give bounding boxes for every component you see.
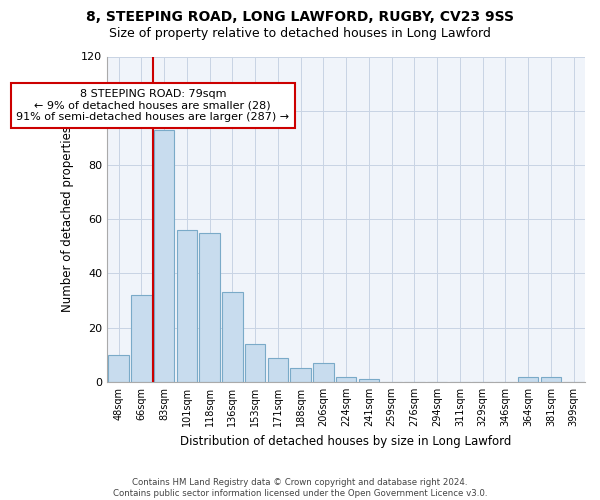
Text: 8, STEEPING ROAD, LONG LAWFORD, RUGBY, CV23 9SS: 8, STEEPING ROAD, LONG LAWFORD, RUGBY, C… bbox=[86, 10, 514, 24]
Bar bbox=[541, 376, 561, 382]
Bar bbox=[222, 292, 242, 382]
Bar bbox=[109, 355, 129, 382]
Bar bbox=[131, 295, 152, 382]
Bar bbox=[176, 230, 197, 382]
Bar bbox=[336, 376, 356, 382]
Y-axis label: Number of detached properties: Number of detached properties bbox=[61, 126, 74, 312]
Bar bbox=[245, 344, 265, 382]
Bar bbox=[290, 368, 311, 382]
Bar bbox=[268, 358, 288, 382]
Bar bbox=[313, 363, 334, 382]
Bar bbox=[359, 379, 379, 382]
Bar bbox=[518, 376, 538, 382]
Text: Size of property relative to detached houses in Long Lawford: Size of property relative to detached ho… bbox=[109, 28, 491, 40]
Text: Contains HM Land Registry data © Crown copyright and database right 2024.
Contai: Contains HM Land Registry data © Crown c… bbox=[113, 478, 487, 498]
Bar bbox=[154, 130, 175, 382]
Bar bbox=[199, 233, 220, 382]
X-axis label: Distribution of detached houses by size in Long Lawford: Distribution of detached houses by size … bbox=[181, 434, 512, 448]
Text: 8 STEEPING ROAD: 79sqm
← 9% of detached houses are smaller (28)
91% of semi-deta: 8 STEEPING ROAD: 79sqm ← 9% of detached … bbox=[16, 89, 289, 122]
